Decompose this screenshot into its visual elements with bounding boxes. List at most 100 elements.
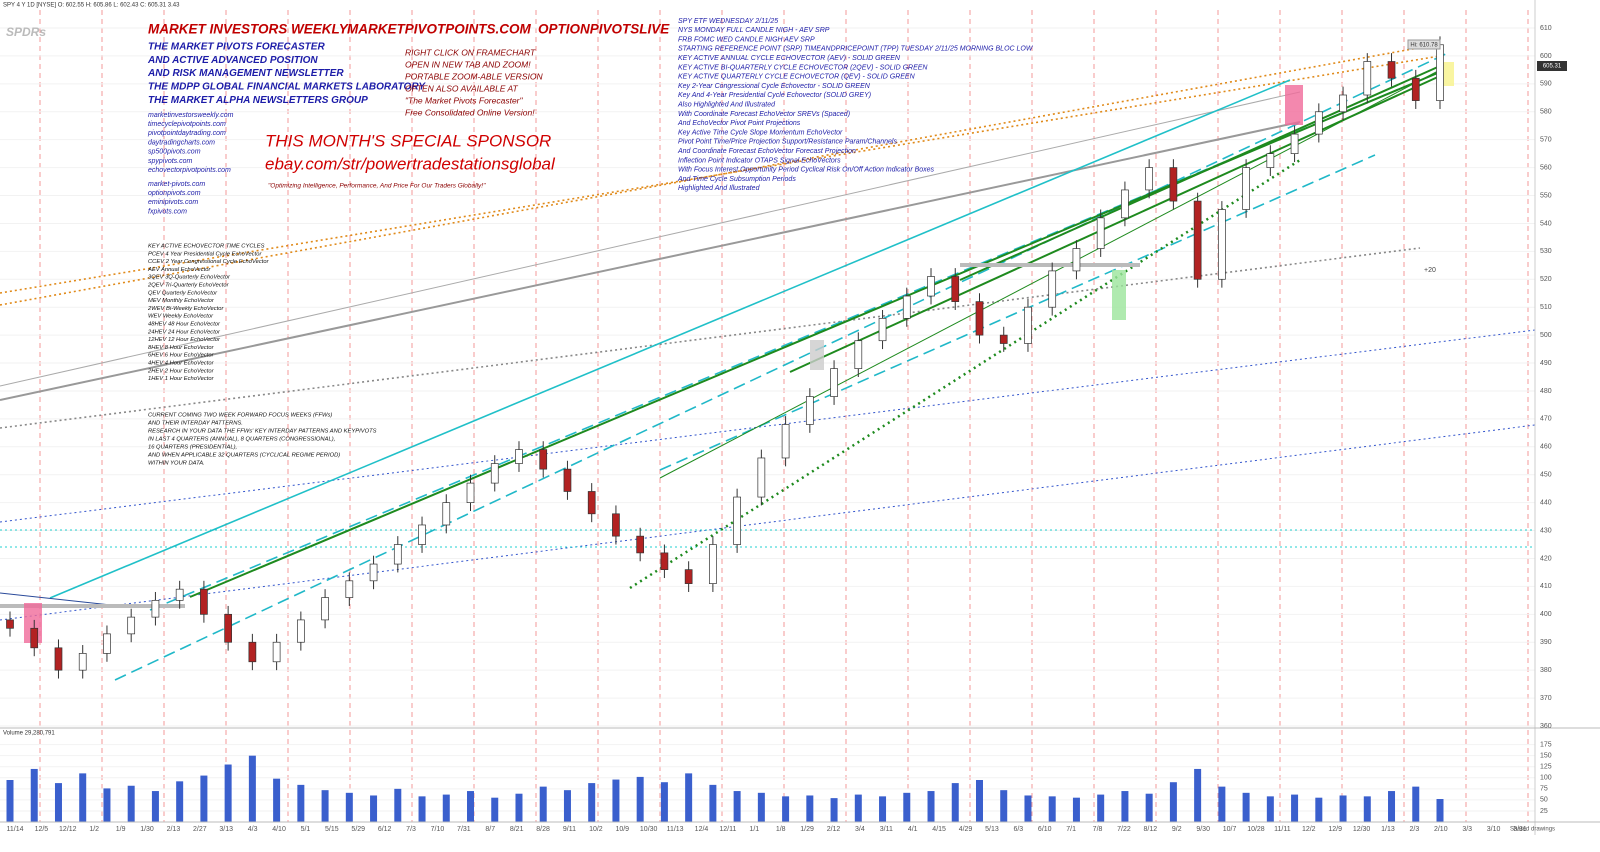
volume-bar: [1388, 791, 1396, 822]
trend-line: [0, 592, 121, 607]
y-tick-label: 520: [1540, 276, 1552, 283]
x-tick-label: 6/12: [378, 826, 392, 833]
x-tick-label: 1/1: [749, 826, 759, 833]
candle-body: [1290, 133, 1299, 154]
x-tick-label: 1/29: [800, 826, 814, 833]
volume-bar: [879, 796, 887, 822]
y-tick-label: 590: [1540, 81, 1552, 88]
candle-body: [1096, 217, 1105, 249]
candle-body: [200, 588, 208, 615]
volume-bar: [273, 778, 281, 822]
x-tick-label: 8/21: [510, 826, 524, 833]
x-tick-label: 8/28: [536, 826, 550, 833]
legend-line: KEY ACTIVE BI-QUARTERLY CYCLE ECHOVECTOR…: [678, 64, 928, 71]
x-tick-label: 10/7: [1223, 826, 1237, 833]
x-tick-label: 1/13: [1381, 826, 1395, 833]
volume-label: Volume 29,280,791: [3, 731, 55, 737]
newsletter-line: THE MDPP GLOBAL FINANCIAL MARKETS LABORA…: [148, 82, 426, 93]
volume-tick-label: 125: [1540, 764, 1552, 771]
x-tick-label: 1/2: [89, 826, 99, 833]
highlight-box: [1285, 85, 1303, 125]
trend-line: [0, 43, 1441, 306]
volume-bar: [297, 784, 305, 822]
last-price-badge: [1537, 61, 1567, 71]
y-tick-label: 400: [1540, 611, 1552, 618]
cycle-line: 24HEV 24 Hour EchoVector: [147, 329, 221, 335]
volume-bar: [951, 783, 959, 822]
candle-body: [1363, 61, 1372, 96]
frame-note: OFTEN ALSO AVAILABLE AT: [405, 83, 519, 93]
cycle-line: 48HEV 48 Hour EchoVector: [148, 322, 221, 328]
volume-bar: [1339, 795, 1347, 822]
frame-note: OPEN IN NEW TAB AND ZOOM!: [405, 59, 531, 69]
volume-bar: [685, 773, 693, 822]
shared-drawings[interactable]: Shared drawings: [1510, 827, 1555, 833]
y-tick-label: 370: [1540, 695, 1552, 702]
legend-line: With Coordinate Forecast EchoVector SREV…: [678, 111, 850, 118]
trend-lines: [0, 43, 1536, 681]
y-tick-label: 440: [1540, 499, 1552, 506]
candle-body: [854, 340, 863, 369]
x-tick-label: 11/13: [667, 826, 684, 833]
y-tick-label: 450: [1540, 472, 1552, 479]
trend-line: [0, 55, 1441, 294]
focus-line: AND WHEN APPLICABLE 32 QUARTERS (CYCLICA…: [147, 453, 340, 459]
trend-line: [659, 154, 1376, 471]
candle-body: [636, 535, 645, 554]
volume-bar: [6, 780, 14, 822]
candle-body: [1145, 167, 1154, 191]
volume-bar: [1194, 768, 1202, 822]
last-price: 605.31: [1543, 64, 1562, 70]
x-tick-label: 9/11: [563, 826, 576, 833]
focus-line: AND THEIR INTERDAY PATTERNS.: [147, 421, 243, 427]
focus-line: CURRENT COMING TWO WEEK FORWARD FOCUS WE…: [148, 413, 332, 419]
candle-body: [1048, 270, 1057, 308]
volume-bar: [563, 790, 571, 822]
y-tick-label: 410: [1540, 583, 1552, 590]
candle-body: [539, 449, 548, 470]
x-tick-label: 12/12: [59, 826, 77, 833]
x-tick-label: 5/1: [301, 826, 311, 833]
candle-body: [612, 513, 620, 537]
site-link: optionpivots.com: [148, 190, 201, 197]
candle-body: [78, 653, 87, 671]
high-badge: [1407, 39, 1441, 50]
x-tick-label: 4/3: [248, 826, 258, 833]
x-tick-label: 3/4: [855, 826, 865, 833]
highlight-box: [810, 340, 824, 370]
title-text: MARKET INVESTORS WEEKLY: [148, 22, 350, 37]
volume-bar: [418, 796, 426, 822]
legend-line: KEY ACTIVE ANNUAL CYCLE ECHOVECTOR (AEV)…: [678, 55, 901, 62]
candle-body: [1242, 167, 1250, 210]
y-tick-label: 500: [1540, 332, 1552, 339]
candle-body: [709, 544, 717, 584]
candle-body: [1314, 111, 1323, 135]
y-tick-label: 380: [1540, 667, 1552, 674]
chart-header: SPY 4 Y 1D [NYSE] O: 602.55 H: 605.86 L:…: [3, 3, 180, 9]
frame-note: PORTABLE ZOOM-ABLE VERSION: [405, 71, 543, 81]
candle-body: [515, 449, 523, 464]
sponsor-tagline: "Optimizing Intelligence, Performance, A…: [268, 183, 486, 190]
newsletter-line: AND ACTIVE ADVANCED POSITION: [147, 55, 318, 66]
candle-body: [369, 563, 378, 582]
volume-bar: [1218, 786, 1226, 822]
x-tick-label: 2/12: [827, 826, 841, 833]
x-tick-label: 12/30: [1353, 826, 1371, 833]
legend-line: With Focus Interest Opportunity Period C…: [678, 167, 935, 174]
focus-line: RESEARCH IN YOUR DATA THE FFWs' KEY INTE…: [148, 429, 377, 435]
volume-bar: [1412, 786, 1420, 822]
candle-body: [563, 468, 572, 492]
candle-body: [1121, 189, 1129, 219]
x-tick-label: 11/11: [1274, 826, 1291, 833]
legend-line: Key Active Time Cycle Slope Momentum Ech…: [678, 129, 843, 136]
newsletter-line: THE MARKET PIVOTS FORECASTER: [148, 42, 325, 53]
x-tick-label: 4/29: [959, 826, 973, 833]
candle-body: [272, 641, 281, 663]
x-tick-label: 2/10: [1434, 826, 1448, 833]
site-link: fxpivots.com: [148, 208, 187, 215]
candle-body: [6, 619, 14, 629]
candle-body: [175, 588, 184, 601]
x-tick-label: 8/12: [1144, 826, 1158, 833]
x-tick-label: 1/30: [140, 826, 154, 833]
candle-body: [1339, 94, 1347, 113]
